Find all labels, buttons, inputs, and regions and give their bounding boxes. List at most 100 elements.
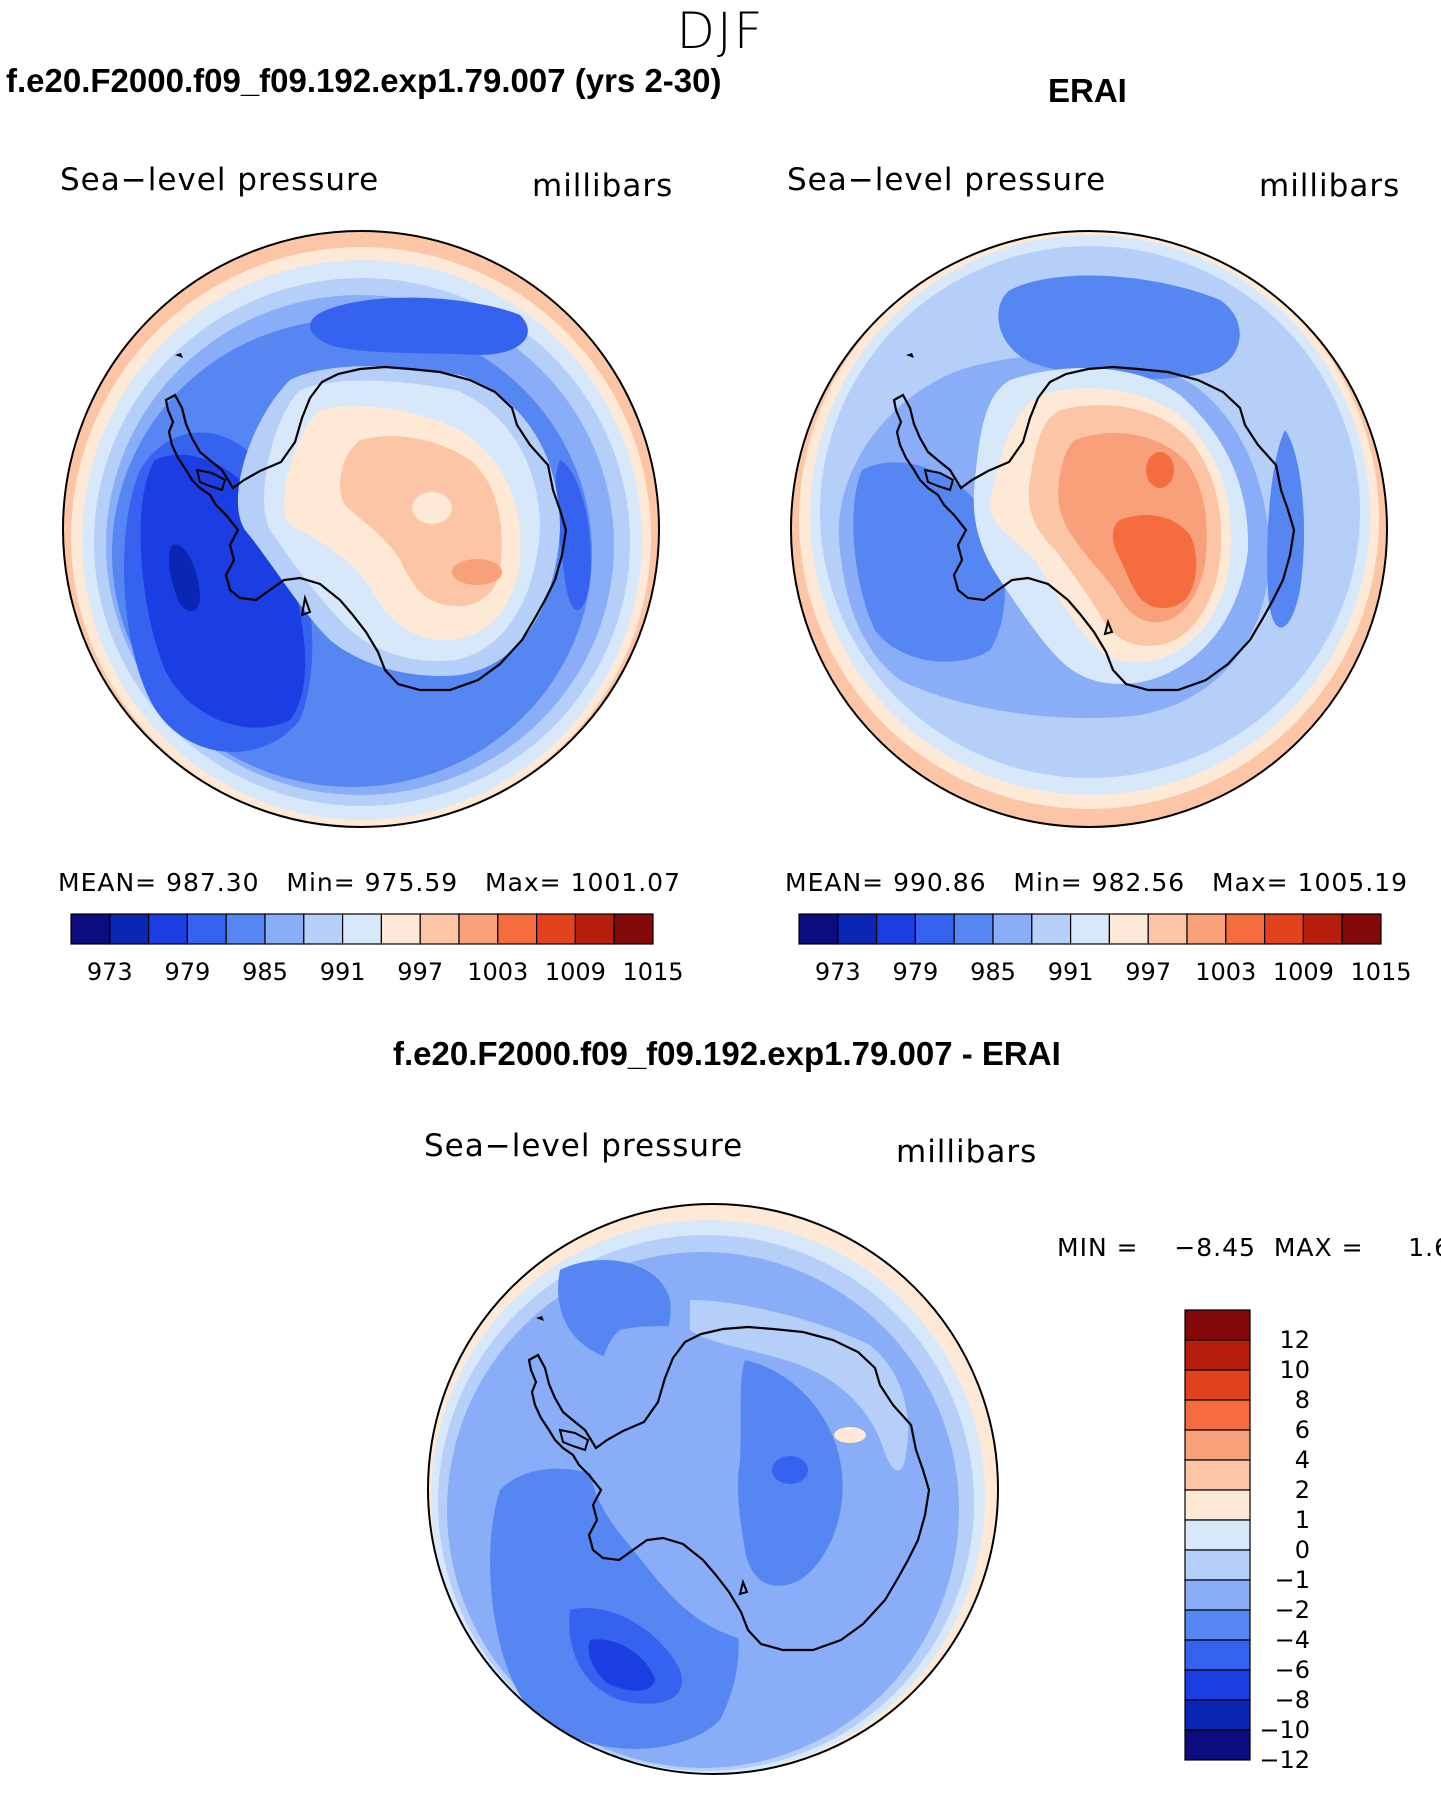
obs-stats: MEAN= 990.86 Min= 982.56 Max= 1005.19 [785,868,1408,897]
obs-min-label: Min= [1013,868,1083,897]
obs-colorbar-swatch [1069,913,1110,945]
model-mean-value: 987.30 [166,868,260,897]
obs-colorbar-swatch [1225,913,1266,945]
obs-min-value: 982.56 [1091,868,1186,897]
model-colorbar-tick-label: 997 [397,958,443,986]
diff-colorbar-tick-label: 2 [1295,1476,1310,1504]
model-colorbar-tick-label: 973 [87,958,133,986]
diff-colorbar-tick-label: 4 [1295,1446,1310,1474]
diff-colorbar-swatch [1184,1639,1251,1671]
model-colorbar: 973 979 985 991 997 1003 1009 1015 [70,913,684,986]
diff-colorbar-tick-label: 6 [1295,1416,1310,1444]
diff-colorbar-tick-label: 8 [1295,1386,1310,1414]
obs-max-value: 1005.19 [1297,868,1408,897]
model-min-value: 975.59 [364,868,459,897]
obs-colorbar-swatch [992,913,1033,945]
model-colorbar-swatch [225,913,266,945]
diff-colorbar-tick-label: 12 [1279,1326,1310,1354]
diff-colorbar-tick-label: −1 [1275,1566,1310,1594]
obs-colorbar-swatch [914,913,955,945]
diff-colorbar-tick-label: 10 [1279,1356,1310,1384]
obs-map [791,231,1387,827]
diff-colorbar-swatch [1184,1369,1251,1401]
diff-colorbar-tick-label: −12 [1259,1746,1310,1774]
model-colorbar-swatch [342,913,383,945]
model-units-label: millibars [532,168,674,204]
obs-colorbar-swatch [1186,913,1227,945]
diff-colorbar-swatch [1184,1309,1251,1341]
model-colorbar-tick-label: 1003 [467,958,528,986]
obs-colorbar-swatch [1147,913,1188,945]
model-max-value: 1001.07 [570,868,681,897]
model-colorbar-swatch [419,913,460,945]
model-colorbar-swatch [109,913,150,945]
diff-map [428,1204,998,1774]
model-panel-title: f.e20.F2000.f09_f09.192.exp1.79.007 (yrs… [6,62,722,99]
diff-colorbar-swatch [1184,1549,1251,1581]
diff-colorbar-swatch [1184,1489,1251,1521]
model-colorbar-swatch [574,913,615,945]
model-colorbar-tick-label: 991 [320,958,366,986]
model-colorbar-swatch [148,913,189,945]
obs-colorbar-tick-label: 979 [892,958,938,986]
model-colorbar-swatch [535,913,576,945]
diff-colorbar-swatch [1184,1609,1251,1641]
model-colorbar-swatch [458,913,499,945]
diff-colorbar-swatch [1184,1519,1251,1551]
model-colorbar-swatch [303,913,344,945]
model-colorbar-swatch [497,913,538,945]
diff-colorbar-swatch [1184,1579,1251,1611]
obs-colorbar-swatch [953,913,994,945]
obs-units-label: millibars [1259,168,1401,204]
diff-colorbar-swatch [1184,1729,1251,1761]
diff-colorbar-tick-label: 0 [1295,1536,1310,1564]
obs-variable-label: Sea−level pressure [787,162,1107,198]
diff-colorbar-tick-label: −2 [1275,1596,1310,1624]
obs-colorbar-tick-label: 1009 [1273,958,1334,986]
obs-colorbar-swatch [1341,913,1382,945]
obs-colorbar-tick-label: 997 [1125,958,1171,986]
diff-colorbar-swatch [1184,1699,1251,1731]
model-min-label: Min= [286,868,356,897]
model-stats: MEAN= 987.30 Min= 975.59 Max= 1001.07 [58,868,681,897]
obs-colorbar-swatch [1031,913,1072,945]
obs-colorbar-swatch [798,913,839,945]
model-colorbar-tick-label: 985 [242,958,288,986]
model-colorbar-tick-label: 979 [164,958,210,986]
obs-mean-label: MEAN= [785,868,885,897]
model-variable-label: Sea−level pressure [60,162,380,198]
obs-colorbar: 973 979 985 991 997 1003 1009 1015 [798,913,1412,986]
diff-colorbar-tick-label: −8 [1275,1686,1310,1714]
diff-colorbar-swatch [1184,1429,1251,1461]
season-title: DJF [676,2,765,60]
model-colorbar-tick-label: 1009 [545,958,606,986]
diff-minmax: MIN = −8.45 MAX = 1.65 [1057,1233,1441,1262]
diff-colorbar-swatch [1184,1669,1251,1701]
obs-colorbar-tick-label: 985 [970,958,1016,986]
model-max-label: Max= [485,868,562,897]
model-colorbar-swatch [186,913,227,945]
diff-variable-label: Sea−level pressure [424,1128,744,1164]
obs-colorbar-tick-label: 991 [1048,958,1094,986]
obs-colorbar-tick-label: 973 [815,958,861,986]
obs-colorbar-swatch [1302,913,1343,945]
obs-colorbar-tick-label: 1003 [1195,958,1256,986]
model-colorbar-swatch [264,913,305,945]
obs-colorbar-swatch [1108,913,1149,945]
diff-colorbar-tick-label: 1 [1295,1506,1310,1534]
model-map [63,231,659,827]
model-colorbar-swatch [613,913,654,945]
obs-colorbar-tick-label: 1015 [1350,958,1411,986]
diff-panel-title: f.e20.F2000.f09_f09.192.exp1.79.007 - ER… [393,1035,1061,1072]
model-mean-label: MEAN= [58,868,158,897]
diff-units-label: millibars [896,1134,1038,1170]
diff-colorbar-swatch [1184,1459,1251,1491]
obs-mean-value: 990.86 [893,868,987,897]
diff-colorbar-tick-label: −10 [1259,1716,1310,1744]
obs-panel-title: ERAI [1048,72,1127,109]
model-colorbar-tick-label: 1015 [622,958,683,986]
obs-colorbar-swatch [875,913,916,945]
obs-colorbar-swatch [837,913,878,945]
